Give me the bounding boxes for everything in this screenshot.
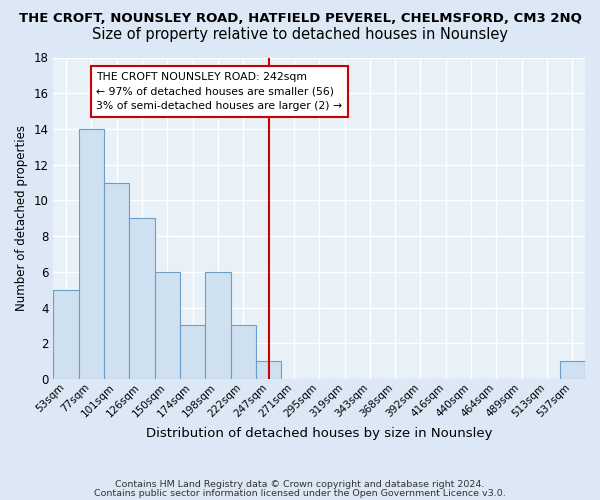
Text: Size of property relative to detached houses in Nounsley: Size of property relative to detached ho…: [92, 28, 508, 42]
Bar: [53, 290, 79, 379]
Bar: [560, 361, 585, 379]
Text: Contains HM Land Registry data © Crown copyright and database right 2024.: Contains HM Land Registry data © Crown c…: [115, 480, 485, 489]
Bar: [256, 361, 281, 379]
X-axis label: Distribution of detached houses by size in Nounsley: Distribution of detached houses by size …: [146, 427, 493, 440]
Text: Contains public sector information licensed under the Open Government Licence v3: Contains public sector information licen…: [94, 488, 506, 498]
Bar: [79, 129, 104, 379]
Bar: [205, 272, 230, 379]
Bar: [130, 218, 155, 379]
Bar: [180, 326, 205, 379]
Y-axis label: Number of detached properties: Number of detached properties: [15, 126, 28, 312]
Text: THE CROFT NOUNSLEY ROAD: 242sqm
← 97% of detached houses are smaller (56)
3% of : THE CROFT NOUNSLEY ROAD: 242sqm ← 97% of…: [97, 72, 343, 112]
Bar: [230, 326, 256, 379]
Bar: [155, 272, 180, 379]
Text: THE CROFT, NOUNSLEY ROAD, HATFIELD PEVEREL, CHELMSFORD, CM3 2NQ: THE CROFT, NOUNSLEY ROAD, HATFIELD PEVER…: [19, 12, 581, 26]
Bar: [104, 182, 130, 379]
